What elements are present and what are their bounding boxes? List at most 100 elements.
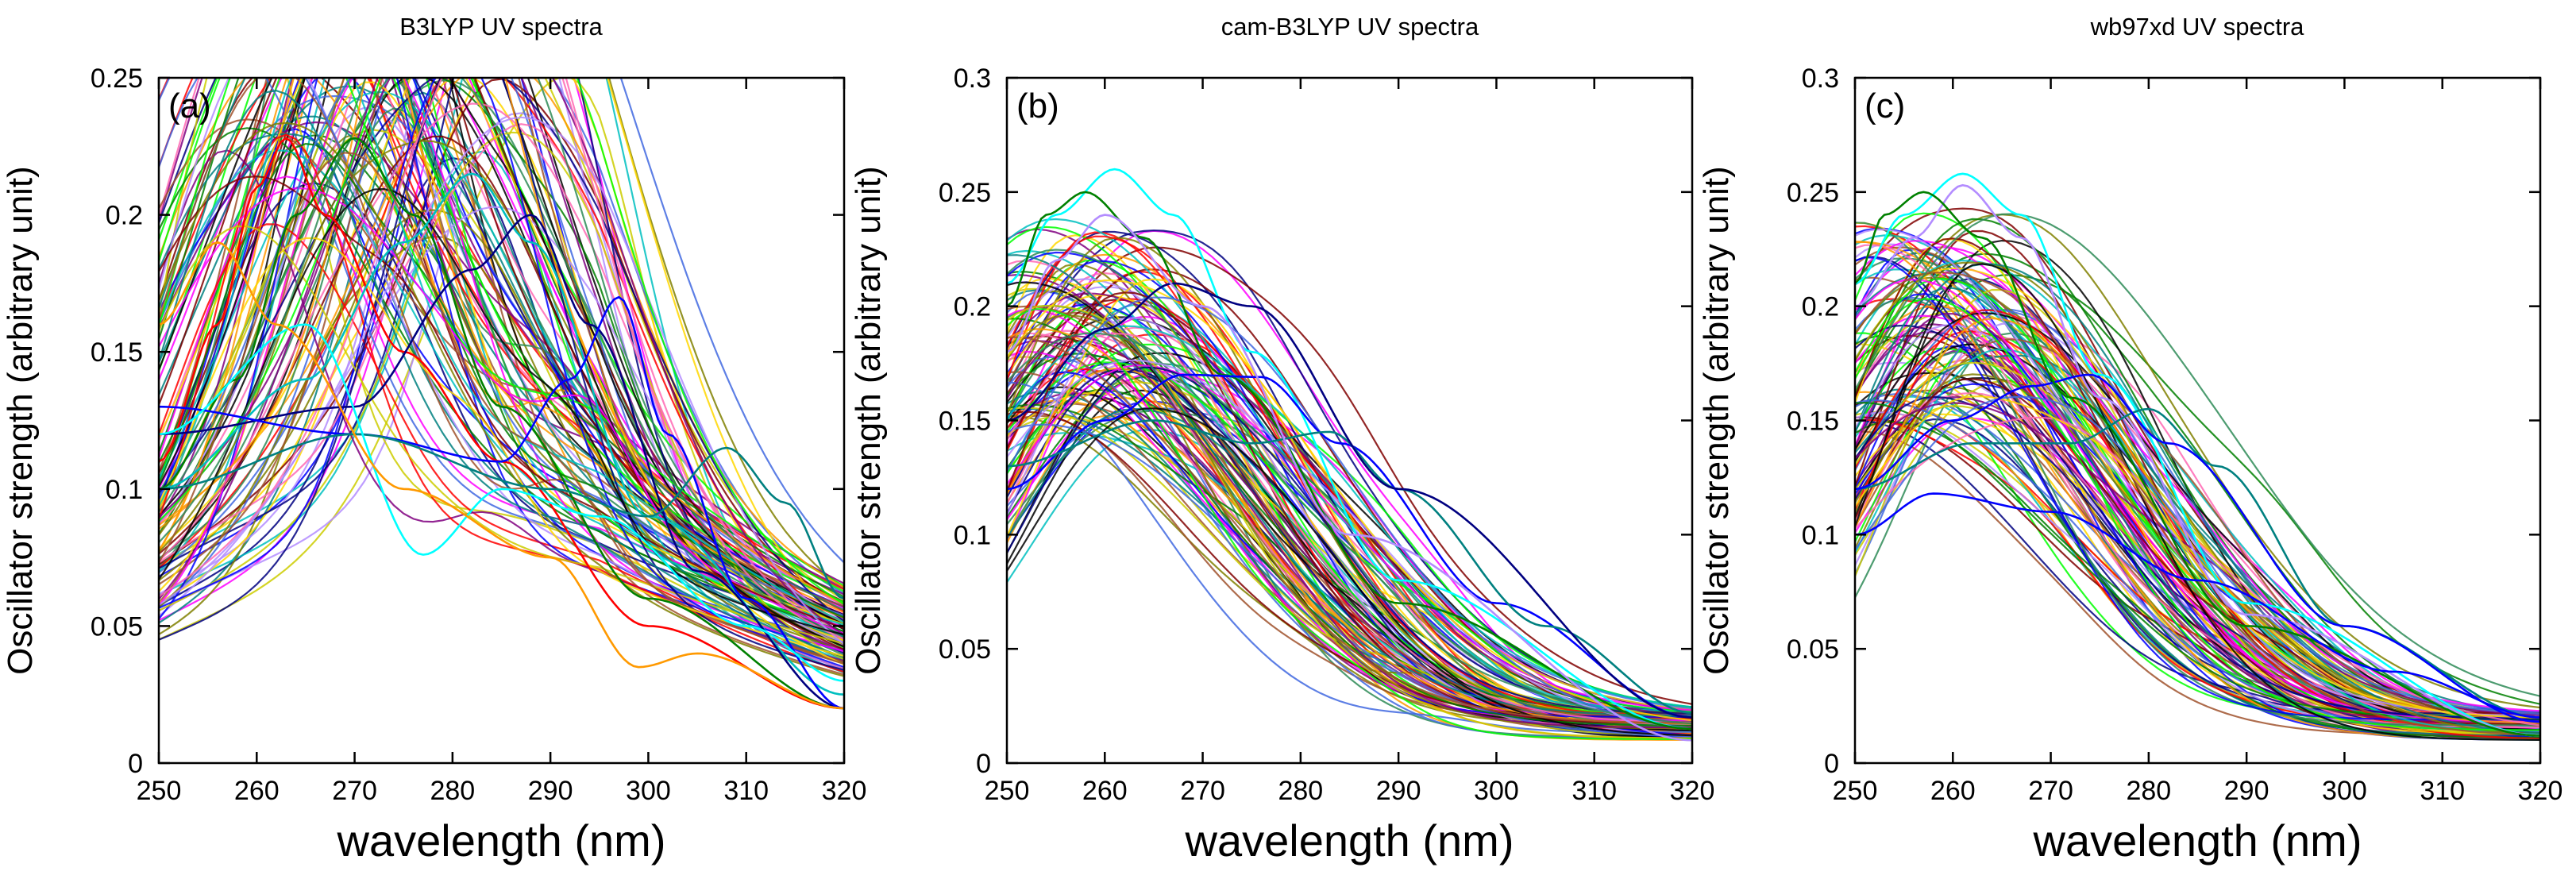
y-tick-label: 0.3 [1802,64,1839,94]
y-tick-label: 0.1 [106,475,143,505]
y-tick-label: 0.15 [1787,407,1839,437]
x-tick-label: 270 [332,776,377,806]
x-tick-label: 290 [2224,776,2269,806]
spectrum-line-66 [159,78,844,659]
y-tick-label: 0.3 [954,64,991,94]
x-tick-label: 290 [1376,776,1421,806]
series-group [1855,172,2540,741]
highlighted-series-6 [1007,214,1692,742]
chart-panel-3: 250 260 270 280 290 300 310 320 0 0.05 0.1 0.15 0.2 0… [1697,13,2563,866]
spectrum-line-67 [1855,256,2540,715]
y-tick-label: 0 [976,749,991,779]
x-tick-label: 300 [1474,776,1519,806]
chart-title: B3LYP UV spectra [399,13,603,40]
highlighted-series-5 [1007,282,1692,719]
highlighted-series-5 [159,295,844,710]
spectrum-line-91 [1855,312,2540,723]
x-tick-label: 310 [1571,776,1617,806]
spectrum-line-115 [1007,307,1692,740]
spectrum-line-63 [159,78,844,598]
x-tick-label: 280 [1278,776,1323,806]
spectrum-line-51 [1855,395,2540,740]
spectrum-line-107 [1007,366,1692,715]
spectrum-line-106 [1007,304,1692,740]
spectrum-line-76 [159,78,844,626]
spectrum-line-119 [159,78,844,564]
plot-frame [157,76,846,765]
x-tick-label: 280 [430,776,475,806]
x-tick-label: 290 [528,776,573,806]
highlighted-series-7 [159,323,844,682]
spectrum-line-116 [1007,407,1692,737]
highlighted-series-2 [1855,183,2540,737]
highlighted-series-3 [1007,373,1692,719]
spectrum-line-70 [159,209,844,651]
x-axis-label: wavelength (nm) [1185,815,1514,866]
y-tick-label: 0.15 [939,407,991,437]
y-tick-label: 0.2 [106,201,143,231]
y-axis-label: Oscillator strength (arbitrary unit) [1697,166,1736,675]
spectrum-line-101 [159,133,844,673]
x-tick-label: 250 [1833,776,1878,806]
spectrum-line-111 [159,78,844,636]
x-axis-label: wavelength (nm) [2033,815,2362,866]
highlighted-series-8 [159,241,844,710]
spectrum-line-117 [1007,336,1692,724]
y-tick-label: 0 [1824,749,1839,779]
spectrum-line-99 [159,78,844,617]
series-group [159,78,844,710]
y-tick-label: 0.15 [91,337,143,368]
spectrum-line-95 [159,78,844,592]
spectrum-line-58 [159,78,844,623]
x-tick-label: 300 [626,776,671,806]
highlighted-series-5 [1855,191,2540,737]
y-tick-label: 0.05 [91,611,143,642]
chart-title: wb97xd UV spectra [2090,13,2305,40]
spectrum-line-103 [1007,318,1692,727]
x-tick-label: 310 [723,776,769,806]
spectrum-line-107 [159,78,844,671]
y-tick-label: 0.25 [939,178,991,208]
x-tick-label: 320 [2518,776,2563,806]
x-tick-label: 300 [2322,776,2367,806]
x-tick-label: 270 [1180,776,1225,806]
chart-panel-2: 250 260 270 280 290 300 310 320 0 0.05 0.1 0.15 0.2 0… [849,13,1714,866]
spectrum-line-86 [1855,288,2540,734]
y-tick-label: 0.2 [954,292,991,322]
spectrum-line-119 [1007,296,1692,731]
x-tick-label: 320 [822,776,867,806]
spectrum-line-94 [159,102,844,641]
x-tick-label: 320 [1670,776,1715,806]
spectrum-line-23 [159,78,844,634]
spectrum-line-94 [1007,260,1692,730]
spectrum-line-61 [159,78,844,612]
spectrum-line-102 [1855,256,2540,721]
spectrum-line-118 [1007,279,1692,722]
spectrum-line-18 [159,78,844,625]
spectrum-line-114 [159,78,844,640]
y-tick-label: 0 [128,749,143,779]
spectrum-line-100 [1007,249,1692,730]
highlighted-series-6 [159,433,844,600]
x-axis-label: wavelength (nm) [337,815,666,866]
highlighted-series-1 [1855,172,2540,737]
y-tick-label: 0.05 [1787,634,1839,665]
spectrum-line-118 [1855,395,2540,719]
x-tick-label: 280 [2126,776,2171,806]
highlighted-series-4 [159,214,844,710]
spectrum-line-83 [1855,218,2540,719]
x-tick-label: 260 [234,776,280,806]
y-tick-label: 0.25 [91,64,143,94]
y-tick-label: 0.1 [1802,520,1839,550]
spectrum-line-75 [1007,226,1692,718]
spectrum-line-38 [1855,222,2540,719]
spectrum-line-94 [1855,244,2540,729]
x-tick-label: 310 [2420,776,2465,806]
spectrum-line-85 [1855,240,2540,712]
spectrum-line-115 [159,78,844,605]
y-tick-label: 0.1 [954,520,991,550]
series-group [1007,168,1692,742]
spectrum-line-112 [159,89,844,658]
spectrum-line-12 [159,91,844,639]
